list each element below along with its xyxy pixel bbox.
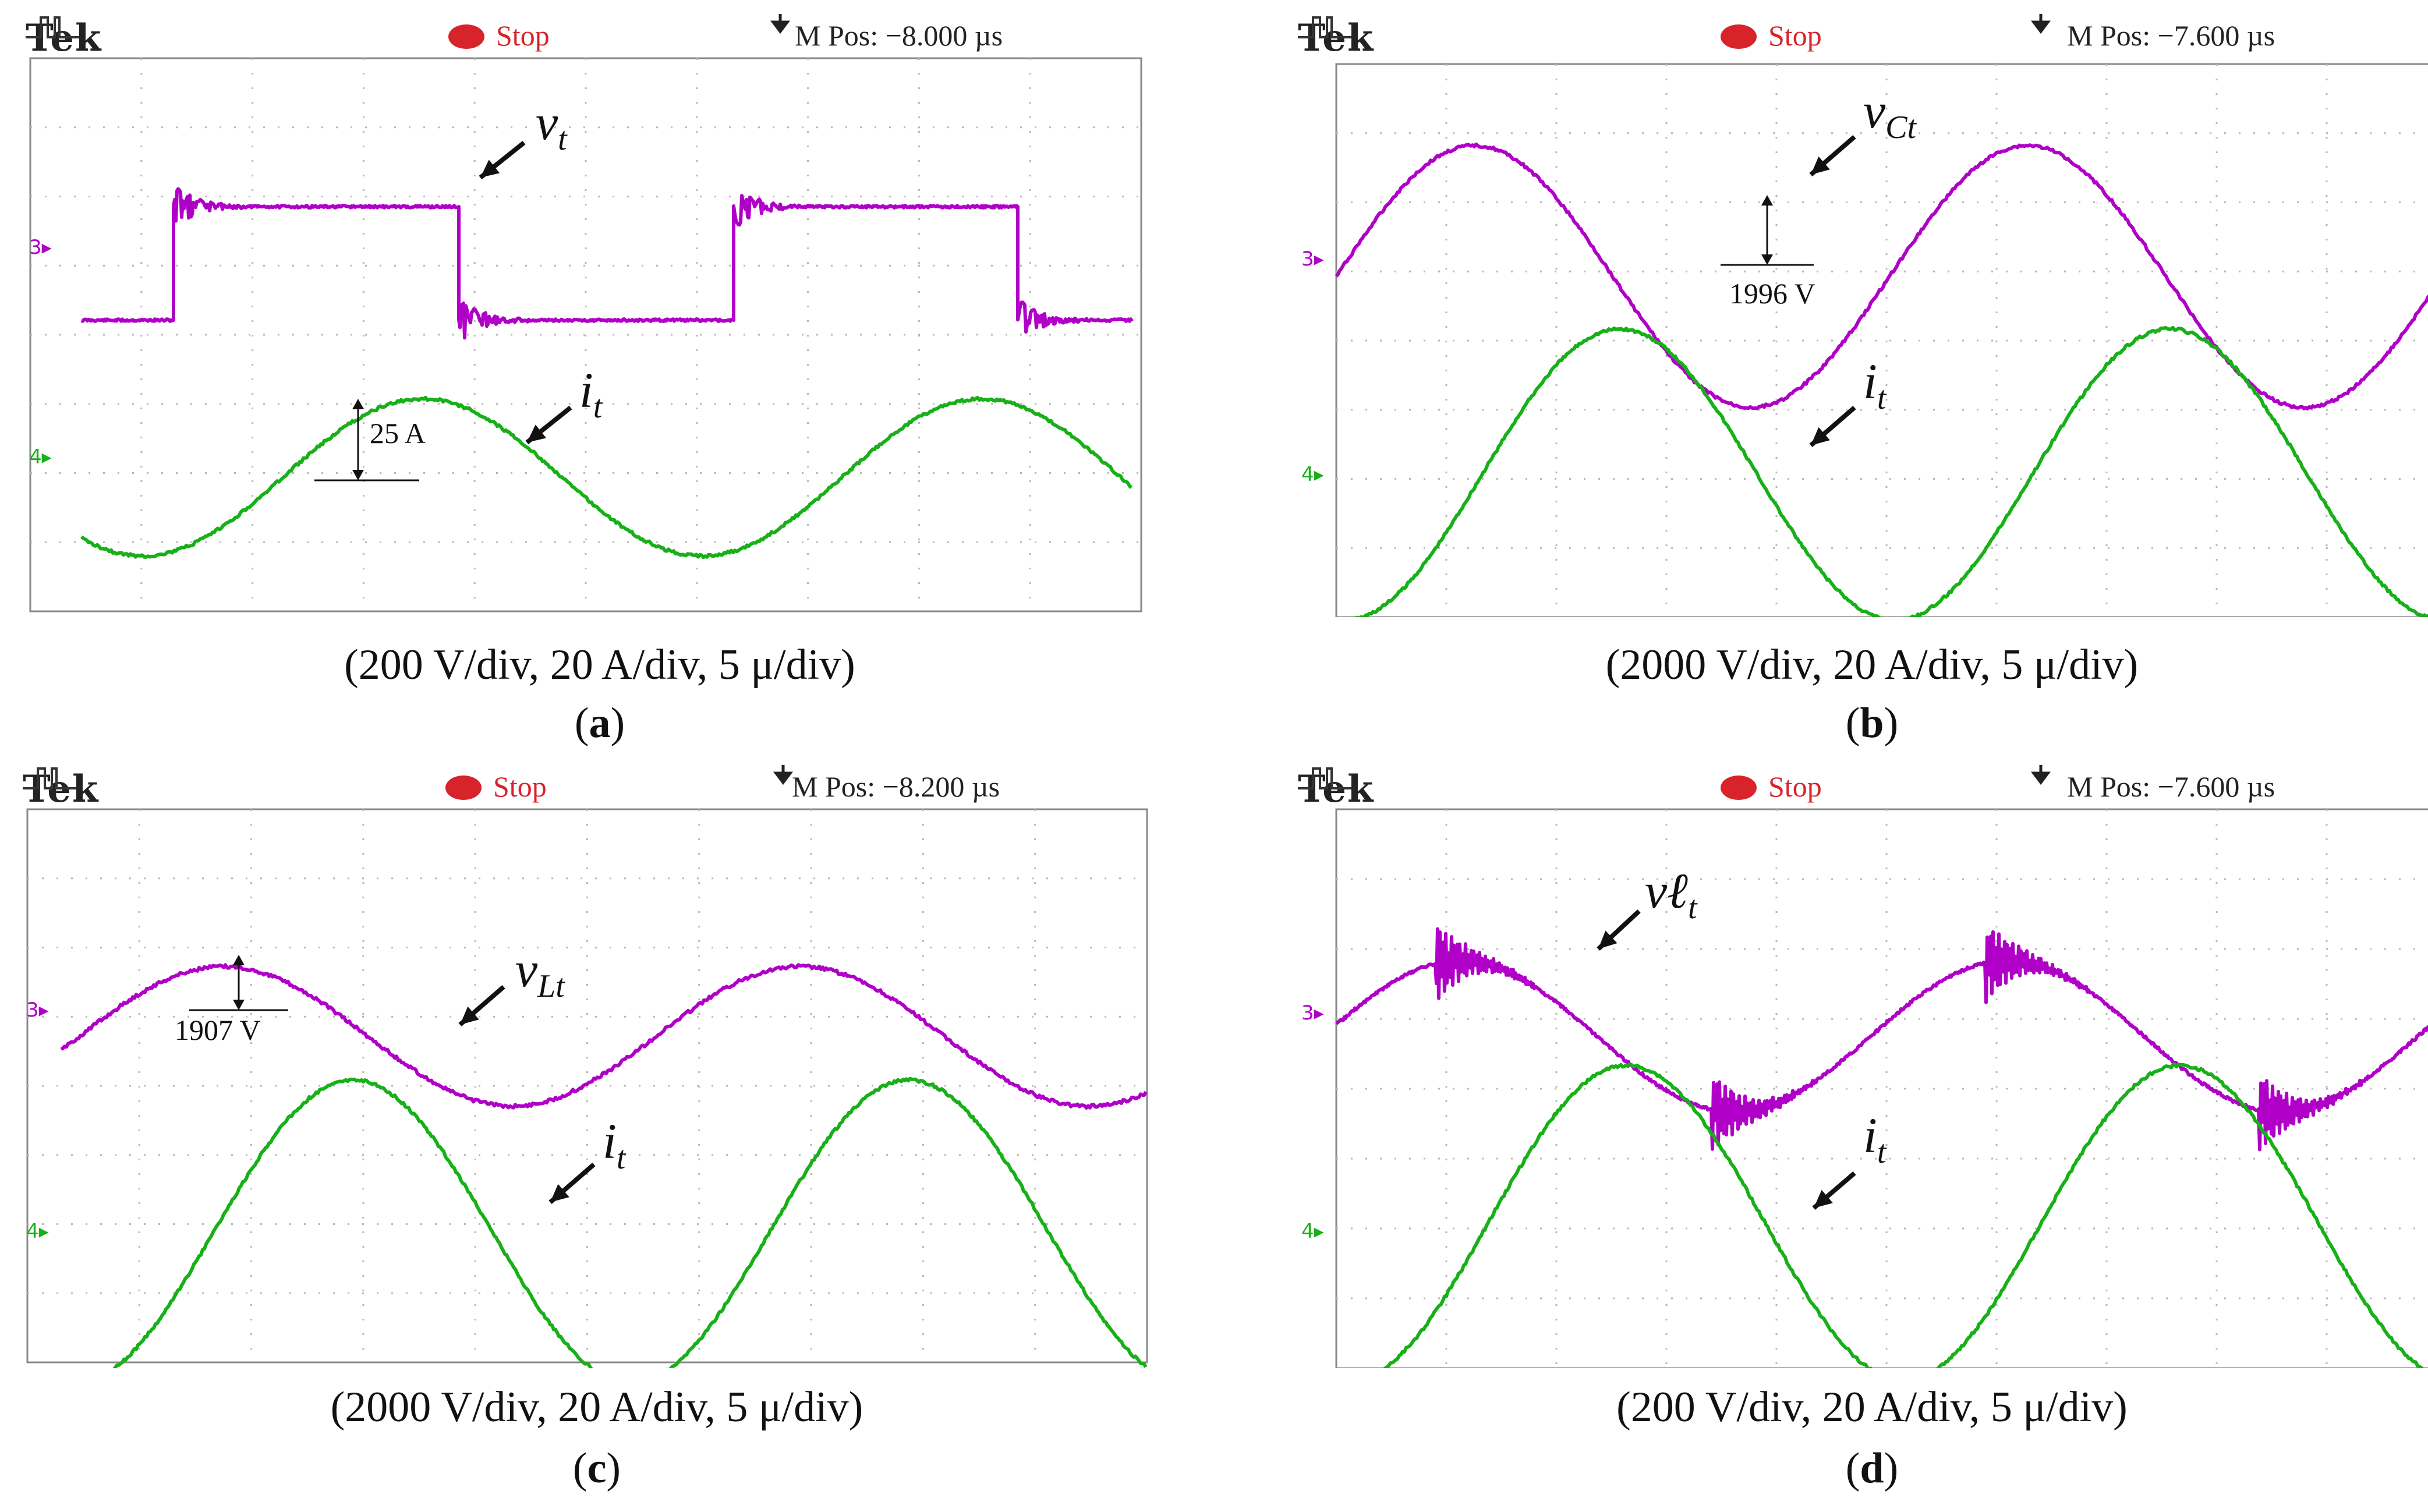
waveform-plot-a [29,57,1142,612]
caption-b: (2000 V/div, 20 A/div, 5 μ/div) [1605,641,2139,689]
annotation-arrows-a [314,140,572,481]
annotation-amplitude: 25 A [370,417,426,449]
sublabel-a: (a) [574,699,625,747]
trigger-position-icon [2031,14,2051,34]
sublabel-c: (c) [572,1444,621,1492]
stop-indicator-icon [445,776,482,800]
waveform-it-d [1382,1062,2425,1368]
waveform-vlt-d [1335,927,2428,1152]
scope-screen-d: Tek Stop M Pos: −7.600 µs 3▸ 4▸ vℓt it [1296,763,2428,1368]
waveform-it-a [80,395,1133,560]
trigger-position-icon [773,765,793,785]
stop-label: Stop [493,770,547,803]
waveform-it-b [1339,325,2428,617]
scope-screen-a: Tek Stop M Pos: −8.000 µs 3▸ 4▸ vt it 25… [23,12,1176,617]
scope-screen-b: Tek Stop M Pos: −7.600 µs 3▸ 4▸ vCt it 1… [1296,12,2428,617]
annotation-amplitude: 1996 V [1729,277,1815,310]
stop-label: Stop [1768,19,1822,52]
annotation-amplitude: 1907 V [175,1014,261,1046]
caption-c: (2000 V/div, 20 A/div, 5 μ/div) [330,1383,863,1431]
ch4-marker: 4▸ [1301,463,1324,486]
panel-a: Tek Stop M Pos: −8.000 µs 3▸ 4▸ vt it 25… [23,12,1176,757]
label-it: it [579,362,603,425]
ch3-marker: 3▸ [1301,247,1324,271]
waveform-plot-c [26,808,1148,1368]
label-vt: vt [536,94,567,157]
scope-screen-c: Tek Stop M Pos: −8.200 µs 3▸ 4▸ vLt it 1… [20,763,1173,1368]
waveform-plot-b [1335,63,2428,617]
ch3-marker: 3▸ [1301,1001,1324,1025]
waveform-vt-a [80,187,1134,340]
m-pos-readout: M Pos: −7.600 µs [2067,19,2275,52]
ch4-marker: 4▸ [29,445,52,469]
trigger-position-icon [2031,765,2051,785]
waveform-plot-d [1335,808,2428,1368]
grid-d [1335,808,2428,1368]
m-pos-readout: M Pos: −8.000 µs [795,19,1003,52]
annotation-arrows-b [1721,134,1856,448]
stop-label: Stop [496,19,550,52]
m-pos-readout: M Pos: −8.200 µs [792,770,1000,803]
ch3-marker: 3▸ [26,998,49,1022]
panel-c: Tek Stop M Pos: −8.200 µs 3▸ 4▸ vLt it 1… [20,763,1173,1508]
annotation-arrows-d [1597,909,1856,1210]
sublabel-d: (d) [1845,1444,1899,1492]
label-it: it [1863,1107,1887,1170]
stop-indicator-icon [1721,24,1757,49]
trigger-pulse-icon [23,767,76,789]
label-it: it [603,1113,626,1176]
grid-a [29,57,1142,612]
stop-indicator-icon [1721,776,1757,800]
label-it: it [1863,353,1887,416]
caption-a: (200 V/div, 20 A/div, 5 μ/div) [344,641,855,689]
trigger-pulse-icon [1298,767,1351,789]
stop-indicator-icon [448,24,484,49]
waveform-vct-b [1335,142,2428,410]
sublabel-b: (b) [1845,699,1899,747]
waveform-it-c [112,1077,1148,1368]
waveform-vlt-c [60,963,1148,1110]
panel-d: Tek Stop M Pos: −7.600 µs 3▸ 4▸ vℓt it (… [1296,763,2428,1508]
caption-d: (200 V/div, 20 A/div, 5 μ/div) [1616,1383,2128,1431]
stop-label: Stop [1768,770,1822,803]
m-pos-readout: M Pos: −7.600 µs [2067,770,2275,803]
ch4-marker: 4▸ [1301,1220,1324,1243]
label-vct: vCt [1863,83,1917,146]
panel-b: Tek Stop M Pos: −7.600 µs 3▸ 4▸ vCt it 1… [1296,12,2428,757]
grid-b [1335,63,2428,617]
trigger-position-icon [770,14,790,34]
trigger-pulse-icon [26,16,79,38]
label-vlt: vℓt [1645,863,1697,926]
ch3-marker: 3▸ [29,236,52,259]
ch4-marker: 4▸ [26,1220,49,1243]
label-vlt: vLt [515,941,565,1004]
annotation-arrows-c [189,955,596,1205]
trigger-pulse-icon [1298,16,1351,38]
